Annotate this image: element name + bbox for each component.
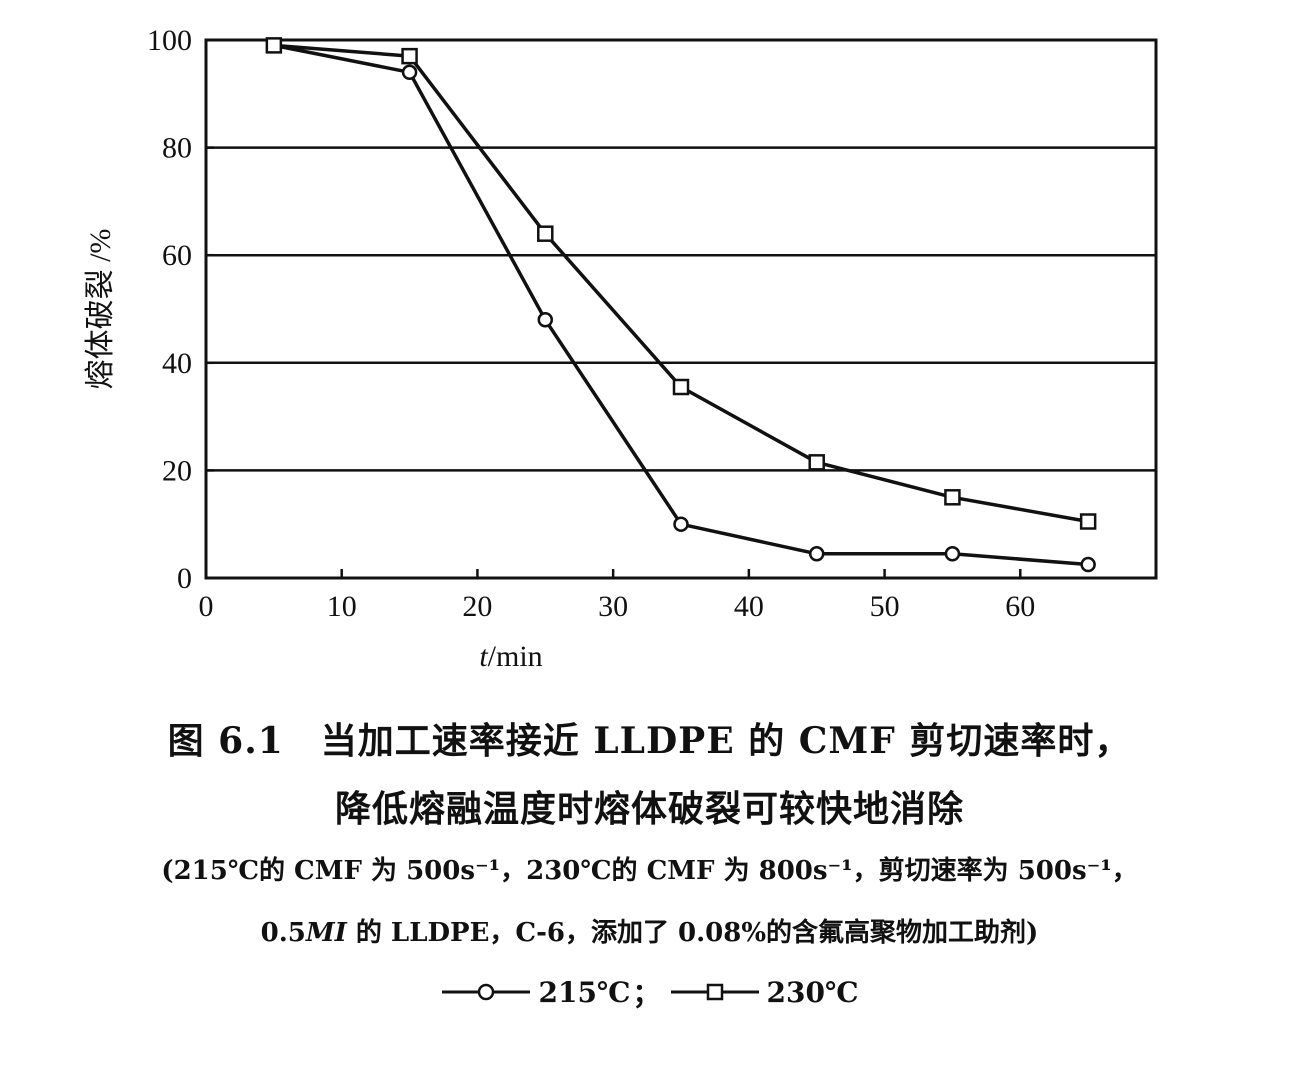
legend-label-230: 230℃ xyxy=(766,975,859,1009)
square-marker-icon xyxy=(670,983,759,1001)
figure-caption-line1: 图 6.1 当加工速率接近 LLDPE 的 CMF 剪切速率时， xyxy=(167,720,1132,762)
circle-marker-icon xyxy=(442,983,531,1001)
plot-frame xyxy=(204,38,1158,580)
figure-note-line2: 0.5MI 的 LLDPE，C-6，添加了 0.08%的含氟高聚物加工助剂) xyxy=(0,912,1299,949)
y-tick-label: 100 xyxy=(147,24,192,57)
x-tick-label: 50 xyxy=(870,590,900,623)
series-line-2 xyxy=(273,43,1089,524)
x-axis-title-unit: /min xyxy=(488,640,543,673)
note-mi: MI xyxy=(305,918,347,948)
y-axis-title: 熔体破裂 /% xyxy=(84,229,117,390)
data-point-circle xyxy=(401,64,418,81)
x-tick-label: 20 xyxy=(462,590,492,623)
note-mi-prefix: 0.5 xyxy=(260,918,306,948)
x-axis-title-variable: t xyxy=(479,640,488,673)
x-axis-title: t/min xyxy=(479,640,542,673)
y-tick-label: 40 xyxy=(162,347,192,380)
series-markers xyxy=(265,37,1097,573)
x-axis-ticks: 0 10 20 30 40 50 60 xyxy=(199,569,1035,623)
legend: 215℃ ； 230℃ xyxy=(0,972,1299,1012)
legend-item-230: 230℃ xyxy=(669,976,859,1009)
figure-note-line1: (215℃的 CMF 为 500s⁻¹，230℃的 CMF 为 800s⁻¹，剪… xyxy=(161,856,1138,886)
data-point-circle xyxy=(1080,556,1096,573)
note-mi-rest: 的 LLDPE，C-6，添加了 0.08%的含氟高聚物加工助剂) xyxy=(346,918,1039,948)
data-point-square xyxy=(265,37,283,54)
x-tick-label: 40 xyxy=(734,590,764,623)
data-point-circle xyxy=(537,312,554,328)
series-lines xyxy=(273,43,1089,567)
series-line-1 xyxy=(273,43,1089,567)
legend-separator: ； xyxy=(632,977,661,1010)
x-tick-label: 30 xyxy=(598,590,628,623)
line-chart: 0 10 20 30 40 50 60 0 20 40 60 80 100 t/min 熔体破裂 /% xyxy=(84,24,1158,673)
y-tick-label: 60 xyxy=(162,239,192,272)
x-tick-label: 10 xyxy=(327,590,357,623)
grid-lines xyxy=(206,146,1156,472)
figure-caption-line2: 降低熔融温度时熔体破裂可较快地消除 xyxy=(334,788,964,830)
legend-label-215: 215℃ xyxy=(538,975,631,1009)
data-point-circle xyxy=(944,546,961,562)
legend-item-215: 215℃ xyxy=(440,976,630,1009)
x-tick-label: 0 xyxy=(199,590,214,623)
y-axis-ticks: 0 20 40 60 80 100 xyxy=(147,24,214,595)
data-point-circle xyxy=(808,546,825,562)
data-point-square xyxy=(537,225,554,242)
x-tick-label: 60 xyxy=(1005,590,1035,623)
y-tick-label: 80 xyxy=(162,132,192,165)
data-point-square xyxy=(1079,513,1097,530)
data-point-square xyxy=(401,47,418,65)
data-point-square xyxy=(672,378,690,396)
y-tick-label: 20 xyxy=(162,454,192,487)
data-point-circle xyxy=(673,516,689,532)
data-point-square xyxy=(944,489,961,506)
y-tick-label: 0 xyxy=(177,562,192,595)
data-point-square xyxy=(808,454,825,471)
